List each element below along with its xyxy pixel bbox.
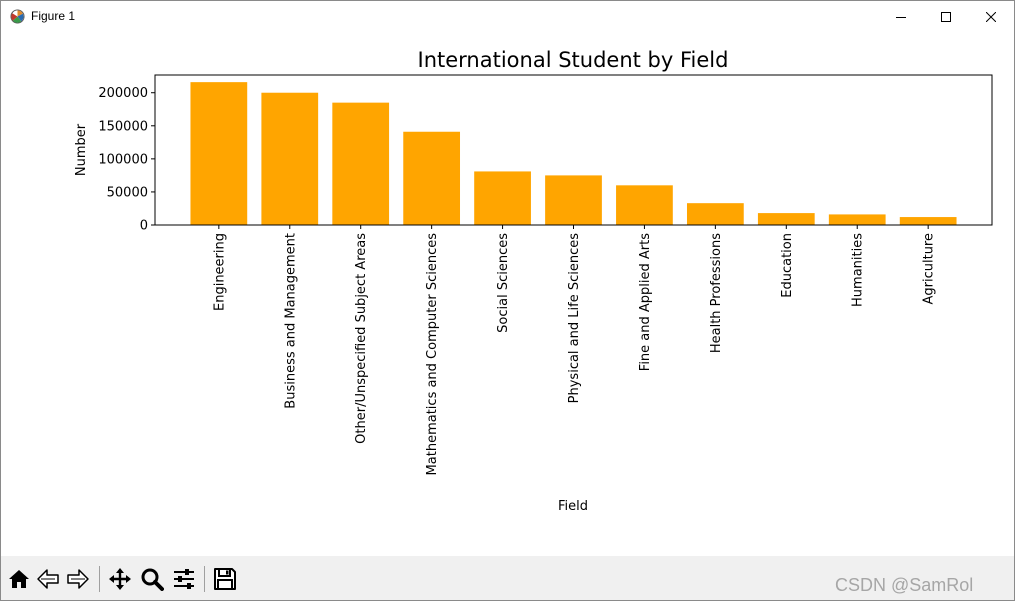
x-tick-label: Engineering — [212, 233, 227, 311]
pan-button[interactable] — [107, 565, 133, 593]
zoom-button[interactable] — [139, 565, 165, 593]
x-tick-label: Education — [780, 233, 795, 298]
back-button[interactable] — [35, 565, 61, 593]
bar — [828, 214, 886, 225]
toolbar-separator — [99, 566, 100, 592]
minimize-button[interactable] — [878, 1, 924, 32]
watermark: CSDN @SamRol — [835, 575, 974, 595]
x-tick-label: Mathematics and Computer Sciences — [425, 233, 440, 476]
save-icon — [214, 568, 236, 590]
bar — [474, 171, 531, 225]
bar — [190, 82, 248, 225]
window-title: Figure 1 — [31, 9, 76, 23]
close-icon — [986, 11, 996, 22]
close-button[interactable] — [968, 1, 1014, 32]
y-tick-label: 200000 — [98, 86, 148, 101]
back-arrow-icon — [37, 569, 59, 589]
x-axis-label: Field — [558, 499, 588, 514]
y-tick-label: 0 — [140, 219, 148, 234]
x-tick-label: Agriculture — [922, 233, 937, 305]
save-button[interactable] — [212, 565, 238, 593]
navigation-toolbar — [1, 556, 1014, 600]
title-bar[interactable]: Figure 1 — [1, 1, 1014, 32]
bars-group — [190, 82, 957, 225]
y-tick-label: 50000 — [107, 185, 148, 200]
bar-chart: International Student by Field 0 50000 100… — [74, 48, 993, 514]
bar — [261, 92, 319, 225]
bar — [332, 102, 390, 225]
figure-canvas[interactable]: International Student by Field 0 50000 100… — [1, 32, 1014, 556]
x-tick-label: Other/Unspecified Subject Areas — [354, 233, 369, 444]
x-tick-label: Fine and Applied Arts — [638, 233, 653, 371]
x-tick-label: Humanities — [851, 233, 866, 307]
bar — [686, 203, 744, 225]
bar — [403, 131, 461, 225]
x-axis: Engineering Business and Management Other/… — [212, 225, 937, 476]
matplotlib-icon — [10, 9, 25, 24]
y-axis-label: Number — [74, 123, 89, 176]
y-axis: 0 50000 100000 150000 200000 — [98, 86, 155, 234]
minimize-icon — [896, 16, 906, 18]
y-tick-label: 100000 — [98, 152, 148, 167]
x-tick-label: Physical and Life Sciences — [567, 233, 582, 404]
x-tick-label: Health Professions — [709, 233, 724, 353]
y-tick-label: 150000 — [98, 119, 148, 134]
bar — [899, 217, 957, 225]
configure-subplots-button[interactable] — [171, 565, 197, 593]
maximize-icon — [941, 11, 951, 22]
zoom-icon — [141, 568, 164, 591]
forward-button[interactable] — [65, 565, 91, 593]
bar — [616, 185, 673, 225]
x-tick-label: Social Sciences — [496, 233, 511, 333]
sliders-icon — [174, 569, 194, 589]
x-tick-label: Business and Management — [283, 233, 298, 409]
bar — [545, 175, 602, 225]
toolbar-separator — [204, 566, 205, 592]
maximize-button[interactable] — [923, 1, 969, 32]
bar — [757, 213, 815, 225]
chart-title: International Student by Field — [418, 48, 729, 72]
forward-arrow-icon — [67, 569, 89, 589]
home-icon — [9, 570, 29, 588]
move-icon — [109, 568, 131, 590]
home-button[interactable] — [6, 565, 32, 593]
